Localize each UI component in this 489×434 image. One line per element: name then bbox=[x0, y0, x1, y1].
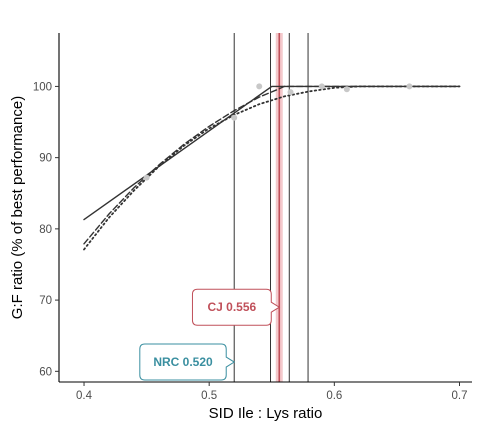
series-line-solid bbox=[83, 85, 461, 221]
x-tick-label: 0.5 bbox=[201, 390, 217, 402]
data-point bbox=[287, 89, 294, 96]
y-tick-label: 80 bbox=[39, 224, 52, 236]
x-axis-title: SID Ile : Lys ratio bbox=[209, 405, 323, 422]
x-tick-label: 0.6 bbox=[326, 390, 342, 402]
y-axis-title: G:F ratio (% of best performance) bbox=[9, 96, 26, 319]
y-tick-label: 90 bbox=[39, 153, 52, 165]
axes bbox=[58, 33, 472, 383]
data-point bbox=[318, 83, 325, 90]
annotation-box-0 bbox=[191, 288, 281, 326]
data-point bbox=[343, 86, 350, 93]
y-tick-label: 70 bbox=[39, 295, 52, 307]
y-tick-label: 60 bbox=[39, 366, 52, 378]
data-point bbox=[143, 174, 150, 181]
annotations: CJ 0.556 NRC 0.520 bbox=[139, 288, 281, 381]
annotation-box-1 bbox=[139, 343, 236, 381]
data-point bbox=[256, 83, 263, 90]
x-tick-label: 0.7 bbox=[451, 390, 467, 402]
annotation-label-0: CJ 0.556 bbox=[208, 300, 257, 314]
fitted-curves bbox=[83, 85, 461, 251]
reference-lines bbox=[233, 33, 309, 382]
series-line-dotted bbox=[83, 85, 461, 251]
annotation-label-1: NRC 0.520 bbox=[153, 355, 213, 369]
series-line-dashed bbox=[83, 85, 461, 245]
observed-points bbox=[143, 83, 413, 181]
ticks: 0.4 0.5 0.6 0.7 60 70 80 90 100 bbox=[33, 81, 468, 402]
data-point bbox=[406, 83, 413, 90]
y-tick-label: 100 bbox=[33, 81, 52, 93]
data-point bbox=[231, 114, 238, 121]
x-tick-label: 0.4 bbox=[76, 390, 93, 402]
